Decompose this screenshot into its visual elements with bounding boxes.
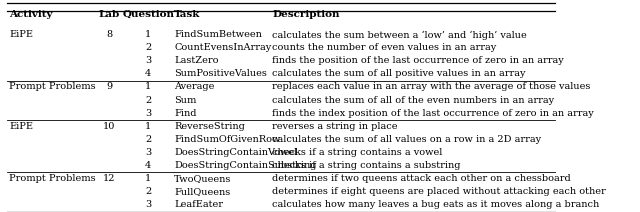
Text: checks if a string contains a vowel: checks if a string contains a vowel	[272, 148, 442, 157]
Text: Description: Description	[272, 10, 340, 19]
Text: LeafEater: LeafEater	[174, 200, 223, 209]
Text: 4: 4	[145, 161, 151, 170]
Text: ReverseString: ReverseString	[174, 122, 245, 131]
Text: 3: 3	[145, 56, 151, 66]
Text: Activity: Activity	[9, 10, 52, 19]
Text: 1: 1	[145, 30, 151, 39]
Text: FullQueens: FullQueens	[174, 187, 230, 196]
Text: counts the number of even values in an array: counts the number of even values in an a…	[272, 43, 497, 52]
Text: finds the index position of the last occurrence of zero in an array: finds the index position of the last occ…	[272, 109, 594, 118]
Text: 1: 1	[145, 122, 151, 131]
Text: LastZero: LastZero	[174, 56, 219, 66]
Text: 3: 3	[145, 200, 151, 209]
Text: Prompt Problems: Prompt Problems	[9, 174, 96, 183]
Text: 9: 9	[106, 82, 112, 92]
Text: Average: Average	[174, 82, 214, 92]
Text: determines if two queens attack each other on a chessboard: determines if two queens attack each oth…	[272, 174, 571, 183]
Text: DoesStringContainVowel: DoesStringContainVowel	[174, 148, 298, 157]
Text: calculates how many leaves a bug eats as it moves along a branch: calculates how many leaves a bug eats as…	[272, 200, 600, 209]
Text: TwoQueens: TwoQueens	[174, 174, 232, 183]
Text: 3: 3	[145, 109, 151, 118]
Text: CountEvensInArray: CountEvensInArray	[174, 43, 271, 52]
Text: 2: 2	[145, 43, 151, 52]
Text: 10: 10	[103, 122, 115, 131]
Text: 4: 4	[145, 70, 151, 78]
Text: replaces each value in an array with the average of those values: replaces each value in an array with the…	[272, 82, 591, 92]
Text: Find: Find	[174, 109, 196, 118]
Text: checks if a string contains a substring: checks if a string contains a substring	[272, 161, 461, 170]
Text: FindSumBetween: FindSumBetween	[174, 30, 262, 39]
Text: EiPE: EiPE	[9, 122, 33, 131]
Text: 2: 2	[145, 96, 151, 105]
Text: 8: 8	[106, 30, 112, 39]
Text: determines if eight queens are placed without attacking each other: determines if eight queens are placed wi…	[272, 187, 606, 196]
Text: calculates the sum of all positive values in an array: calculates the sum of all positive value…	[272, 70, 525, 78]
Text: finds the position of the last occurrence of zero in an array: finds the position of the last occurrenc…	[272, 56, 564, 66]
Text: calculates the sum between a ‘low’ and ‘high’ value: calculates the sum between a ‘low’ and ‘…	[272, 30, 527, 40]
Text: DoesStringContainSubstring: DoesStringContainSubstring	[174, 161, 317, 170]
Text: Question: Question	[122, 10, 174, 19]
Text: EiPE: EiPE	[9, 30, 33, 39]
Text: Sum: Sum	[174, 96, 196, 105]
Text: Task: Task	[174, 10, 200, 19]
Text: FindSumOfGivenRow: FindSumOfGivenRow	[174, 135, 280, 144]
Text: calculates the sum of all of the even numbers in an array: calculates the sum of all of the even nu…	[272, 96, 554, 105]
Text: 12: 12	[103, 174, 115, 183]
Text: Prompt Problems: Prompt Problems	[9, 82, 96, 92]
Text: calculates the sum of all values on a row in a 2D array: calculates the sum of all values on a ro…	[272, 135, 541, 144]
Text: reverses a string in place: reverses a string in place	[272, 122, 397, 131]
Text: 2: 2	[145, 187, 151, 196]
Text: 3: 3	[145, 148, 151, 157]
Text: 2: 2	[145, 135, 151, 144]
Text: Lab: Lab	[99, 10, 120, 19]
Text: 1: 1	[145, 174, 151, 183]
Text: SumPositiveValues: SumPositiveValues	[174, 70, 267, 78]
Text: 1: 1	[145, 82, 151, 92]
